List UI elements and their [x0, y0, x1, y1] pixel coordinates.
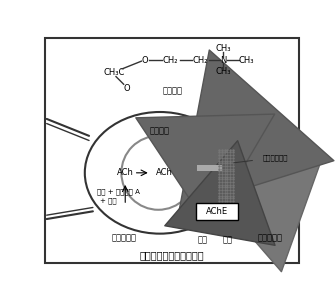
Text: 乙酰胆碱受体: 乙酰胆碱受体: [263, 154, 288, 161]
Circle shape: [121, 136, 195, 210]
Text: 突触小泡: 突触小泡: [150, 126, 170, 135]
Text: 乙酰 + 乙酰辅酶 A: 乙酰 + 乙酰辅酶 A: [97, 188, 140, 195]
Text: CH₂: CH₂: [193, 56, 208, 65]
Text: ACh: ACh: [156, 168, 173, 177]
Text: CH₃C: CH₃C: [104, 68, 125, 77]
FancyArrow shape: [197, 165, 222, 171]
Text: 乙酸: 乙酸: [223, 235, 233, 244]
Text: 乙酰胆碱: 乙酰胆碱: [162, 87, 182, 96]
Text: N: N: [220, 56, 226, 65]
FancyArrow shape: [197, 158, 239, 183]
FancyBboxPatch shape: [196, 203, 238, 220]
Text: 突触后细胞: 突触后细胞: [257, 233, 283, 242]
Ellipse shape: [85, 112, 235, 234]
Text: O: O: [123, 84, 130, 93]
Text: 突触前末梢: 突触前末梢: [111, 233, 136, 242]
Text: CH₃: CH₃: [238, 56, 254, 65]
Text: CH₃: CH₃: [215, 67, 231, 77]
Text: O: O: [142, 56, 149, 65]
Text: + 胆碱: + 胆碱: [100, 197, 117, 204]
Text: 胆碱: 胆碱: [197, 235, 207, 244]
Text: ACh: ACh: [117, 168, 134, 177]
Text: AChE: AChE: [206, 207, 228, 216]
Text: CH₃: CH₃: [215, 44, 231, 53]
Text: 乙酰胆碱突触的递质化学: 乙酰胆碱突触的递质化学: [140, 250, 205, 260]
Text: CH₂: CH₂: [163, 56, 178, 65]
